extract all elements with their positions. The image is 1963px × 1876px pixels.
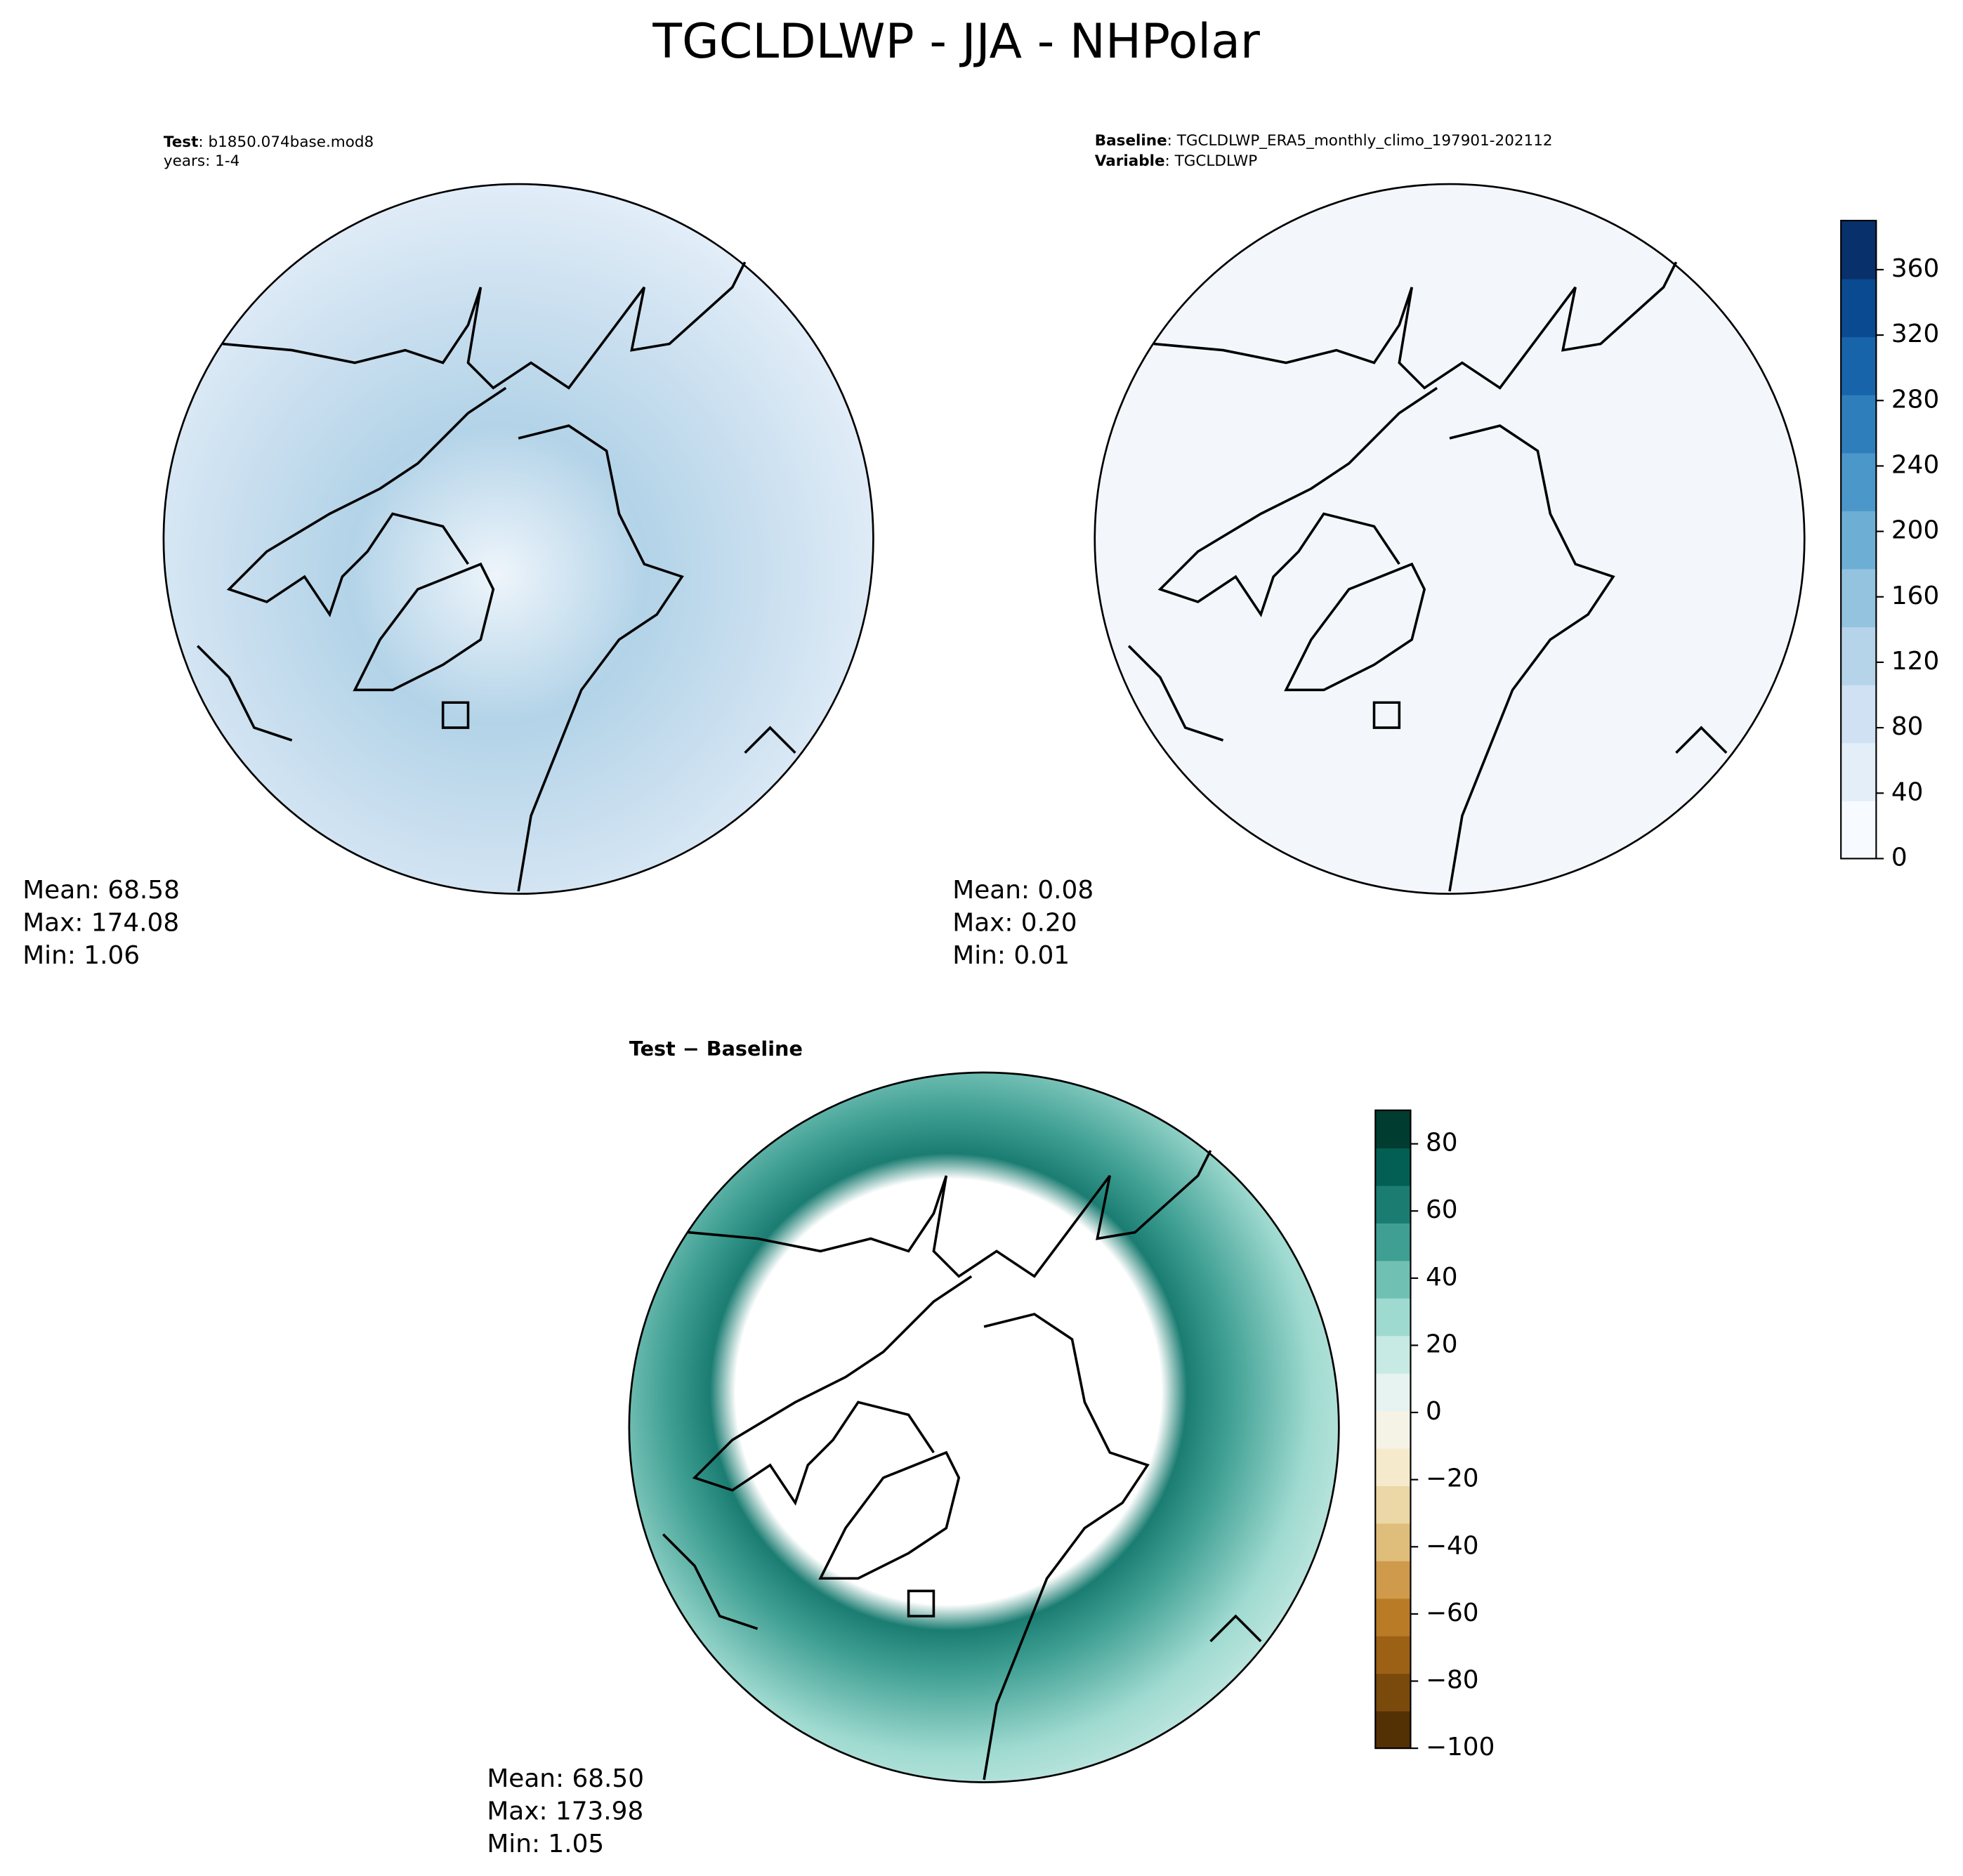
- colorbar-tick-label: 160: [1891, 582, 1939, 610]
- panel-label: Test: [164, 133, 198, 151]
- colorbar-tick-label: −80: [1426, 1666, 1479, 1695]
- panel-header: Test − Baseline: [629, 1037, 803, 1061]
- colorbar-segment: [1375, 1185, 1411, 1224]
- colorbar-tick-label: 0: [1426, 1397, 1442, 1426]
- colorbar-segment: [1841, 221, 1877, 280]
- stat-text: Mean: 68.58: [22, 876, 180, 905]
- stat-text: Min: 1.05: [487, 1830, 604, 1858]
- colorbar-segment: [1375, 1148, 1411, 1186]
- colorbar-segment: [1375, 1260, 1411, 1299]
- stat-text: Mean: 68.50: [487, 1764, 644, 1793]
- map-test: [162, 183, 874, 895]
- colorbar-segment: [1375, 1448, 1411, 1486]
- colorbar-segment: [1375, 1598, 1411, 1636]
- colorbar-segment: [1841, 394, 1877, 454]
- panel-years: years: 1-4: [164, 152, 239, 170]
- colorbar-segment: [1841, 627, 1877, 686]
- panel-variable-name: : TGCLDLWP: [1165, 152, 1258, 170]
- colorbar-tick-label: 60: [1426, 1195, 1458, 1224]
- colorbar-segment: [1375, 1372, 1411, 1412]
- colorbar-segment: [1375, 1673, 1411, 1712]
- colorbar-tick-label: 240: [1891, 450, 1939, 479]
- colorbar-tick-label: 80: [1891, 712, 1924, 741]
- map-difference: [628, 1071, 1340, 1783]
- map-baseline: [1094, 183, 1806, 895]
- colorbar-tick-label: 280: [1891, 385, 1939, 414]
- stat-text: Min: 1.06: [22, 941, 140, 970]
- panel-variable: Variable: TGCLDLWP: [1095, 152, 1257, 170]
- colorbar-tick-label: 40: [1891, 778, 1924, 806]
- colorbar-segment: [1375, 1297, 1411, 1337]
- colorbar-segment: [1841, 800, 1877, 860]
- stat-text: Min: 0.01: [952, 941, 1070, 970]
- panel-header: Baseline: TGCLDLWP_ERA5_monthly_climo_19…: [1095, 132, 1553, 150]
- colorbar-tick-label: 40: [1426, 1263, 1458, 1292]
- stat-text: Max: 173.98: [487, 1797, 643, 1826]
- stat-text: Mean: 0.08: [952, 876, 1094, 905]
- stat-text: Max: 0.20: [952, 909, 1077, 938]
- colorbar-segment: [1375, 1710, 1411, 1750]
- panel-label: Baseline: [1095, 132, 1167, 150]
- colorbar-tick-label: 20: [1426, 1330, 1458, 1358]
- colorbar-segment: [1841, 336, 1877, 395]
- panel-header: Test: b1850.074base.mod8: [164, 133, 374, 151]
- colorbar-frame: [1374, 1109, 1412, 1750]
- stat-text: Max: 174.08: [22, 909, 179, 938]
- colorbar-tick-label: 320: [1891, 320, 1939, 348]
- colorbar-segment: [1375, 1110, 1411, 1149]
- colorbar-segment: [1841, 684, 1877, 744]
- colorbar-tick-label: 80: [1426, 1129, 1458, 1157]
- colorbar-tick-label: −40: [1426, 1531, 1479, 1560]
- colorbar-segment: [1841, 510, 1877, 570]
- panel-label: Variable: [1095, 152, 1165, 170]
- colorbar-tick-label: 0: [1891, 843, 1908, 872]
- colorbar-segment: [1841, 742, 1877, 801]
- colorbar-tick-label: 360: [1891, 254, 1939, 283]
- colorbar-segment: [1841, 568, 1877, 627]
- colorbar-tick-label: 120: [1891, 647, 1939, 676]
- colorbar-segment: [1841, 278, 1877, 338]
- colorbar-segment: [1375, 1485, 1411, 1524]
- colorbar-tick-label: −20: [1426, 1464, 1479, 1493]
- colorbar-segment: [1375, 1523, 1411, 1561]
- figure-title: TGCLDLWP - JJA - NHPolar: [652, 14, 1260, 70]
- colorbar-segment: [1841, 452, 1877, 511]
- colorbar-segment: [1375, 1410, 1411, 1449]
- colorbar-segment: [1375, 1560, 1411, 1599]
- panel-case: : TGCLDLWP_ERA5_monthly_climo_197901-202…: [1167, 132, 1553, 150]
- colorbar-segment: [1375, 1223, 1411, 1261]
- colorbar-frame: [1840, 219, 1877, 860]
- colorbar-tick-label: −100: [1426, 1733, 1495, 1762]
- panel-case: : b1850.074base.mod8: [198, 133, 374, 151]
- colorbar-tick-label: −60: [1426, 1599, 1479, 1627]
- colorbar-segment: [1375, 1635, 1411, 1674]
- colorbar-tick-label: 200: [1891, 516, 1939, 545]
- colorbar-segment: [1375, 1335, 1411, 1374]
